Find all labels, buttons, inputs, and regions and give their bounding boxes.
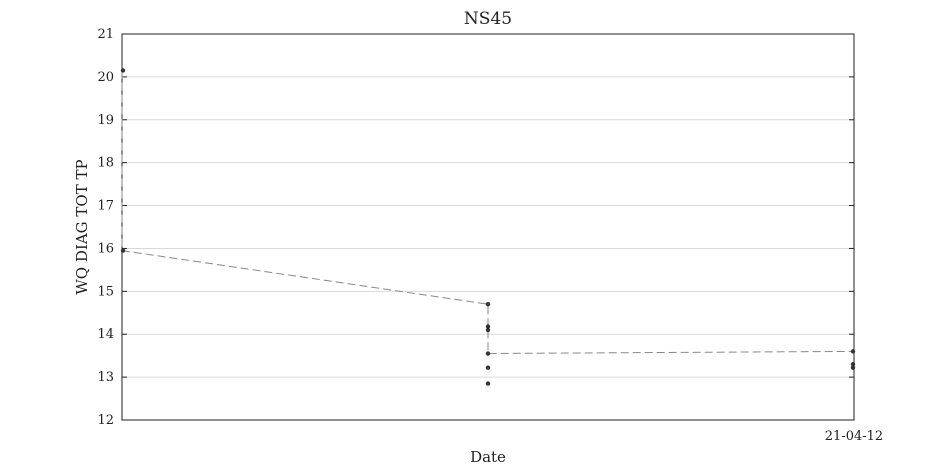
x-axis: 21-04-12 — [825, 415, 883, 444]
data-point — [485, 324, 491, 329]
data-point — [120, 248, 126, 253]
y-tick-label: 21 — [97, 27, 114, 42]
y-tick-label: 20 — [97, 70, 114, 85]
y-tick-label: 18 — [97, 156, 114, 171]
y-tick-label: 14 — [97, 327, 114, 342]
data-point — [485, 365, 491, 370]
y-tick-label: 15 — [97, 284, 114, 299]
x-tick-label: 21-04-12 — [825, 429, 883, 444]
data-point — [850, 349, 856, 354]
y-tick-label: 17 — [97, 199, 114, 214]
data-point — [850, 362, 856, 367]
points-layer — [120, 68, 856, 386]
y-tick-label: 16 — [97, 241, 114, 256]
x-axis-label: Date — [470, 448, 506, 466]
grid-layer — [122, 76, 854, 378]
y-tick-label: 12 — [97, 413, 114, 428]
data-point — [120, 68, 126, 73]
data-point — [850, 365, 856, 370]
series-line — [121, 70, 855, 355]
data-point — [485, 351, 491, 356]
plot-frame — [121, 33, 855, 421]
y-axis: 12 13 14 15 16 17 18 19 20 21 — [97, 27, 854, 428]
data-point — [485, 302, 491, 307]
chart-title: NS45 — [464, 9, 512, 29]
data-point — [485, 381, 491, 386]
y-axis-label: WQ DIAG TOT TP — [73, 159, 91, 294]
data-point — [485, 327, 491, 333]
y-tick-label: 19 — [97, 113, 114, 128]
series-layer — [121, 70, 855, 355]
y-tick-label: 13 — [97, 370, 114, 385]
